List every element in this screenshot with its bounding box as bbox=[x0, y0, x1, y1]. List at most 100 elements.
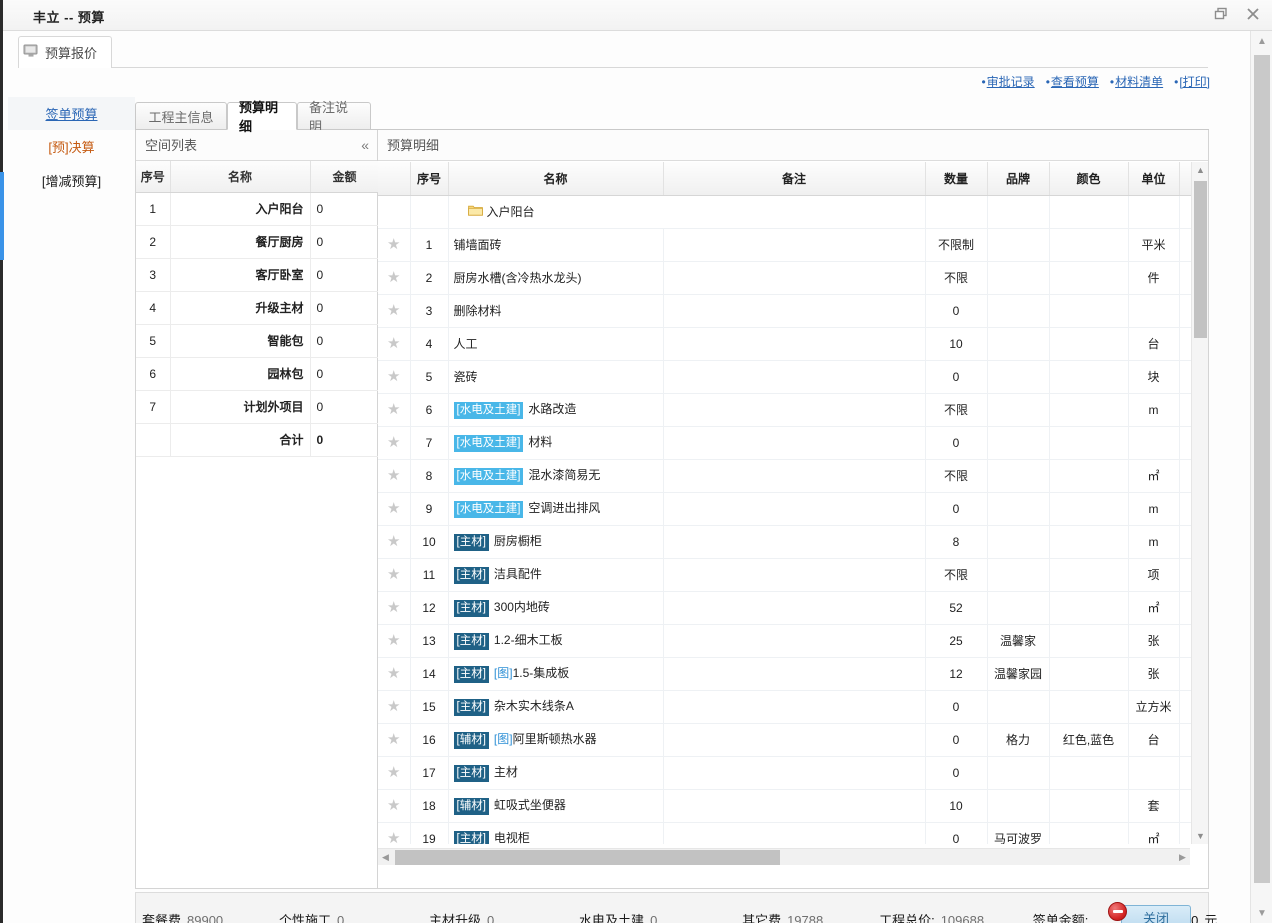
cell-memo bbox=[663, 261, 926, 295]
cell-unit bbox=[1128, 756, 1180, 790]
table-row[interactable]: 5 智能包 0 bbox=[136, 324, 380, 358]
star-icon[interactable]: ★ bbox=[387, 368, 401, 385]
tab-budget-detail[interactable]: 预算明细 bbox=[227, 100, 297, 134]
cell-no: 17 bbox=[410, 756, 449, 790]
vertical-scroll-thumb[interactable] bbox=[1194, 181, 1207, 338]
cell-unit: 台 bbox=[1128, 327, 1180, 361]
table-row[interactable]: 合计 0 bbox=[136, 423, 380, 457]
table-row[interactable]: ★ 1 铺墙面砖 不限制 平米 bbox=[378, 228, 1207, 262]
page-scroll-up-icon[interactable]: ▲ bbox=[1257, 35, 1267, 47]
cell-favorite: ★ bbox=[378, 261, 411, 295]
cell-name: [水电及土建] 混水漆简易无 bbox=[448, 459, 664, 493]
link-material-list[interactable]: 材料清单 bbox=[1110, 73, 1163, 90]
star-icon[interactable]: ★ bbox=[387, 500, 401, 517]
close-icon[interactable] bbox=[1244, 5, 1262, 23]
cell-unit bbox=[1128, 426, 1180, 460]
cell-unit: 套 bbox=[1128, 789, 1180, 823]
star-icon[interactable]: ★ bbox=[387, 302, 401, 319]
scroll-down-icon[interactable]: ▼ bbox=[1196, 831, 1205, 841]
table-row[interactable]: ★ 9 [水电及土建] 空调进出排风 0 m bbox=[378, 492, 1207, 526]
item-name: 删除材料 bbox=[453, 304, 502, 318]
table-row[interactable]: 2 餐厅厨房 0 bbox=[136, 225, 380, 259]
page-tab-budget-quote[interactable]: 预算报价 bbox=[18, 36, 113, 68]
table-row[interactable]: ★ 19 [主材] 电视柜 0 马可波罗 ㎡ bbox=[378, 822, 1207, 844]
sidebar-item-signed-budget[interactable]: 签单预算 bbox=[8, 97, 135, 130]
star-icon[interactable]: ★ bbox=[387, 566, 401, 583]
table-group-row[interactable]: 入户阳台 bbox=[378, 195, 1207, 229]
table-row[interactable]: ★ 6 [水电及土建] 水路改造 不限 m bbox=[378, 393, 1207, 427]
field-value[interactable]: 0 bbox=[1092, 913, 1200, 923]
star-icon[interactable]: ★ bbox=[387, 731, 401, 748]
star-icon[interactable]: ★ bbox=[387, 335, 401, 352]
field-value[interactable]: 0 bbox=[648, 913, 716, 923]
table-row[interactable]: ★ 15 [主材] 杂木实木线条A 0 立方米 bbox=[378, 690, 1207, 724]
field-value[interactable]: 89900 bbox=[185, 913, 253, 923]
page-scroll-thumb[interactable] bbox=[1254, 55, 1270, 883]
table-row[interactable]: ★ 2 厨房水槽(含冷热水龙头) 不限 件 bbox=[378, 261, 1207, 295]
star-icon[interactable]: ★ bbox=[387, 467, 401, 484]
link-approval-records[interactable]: 审批记录 bbox=[981, 73, 1035, 90]
image-tag-link[interactable]: [图] bbox=[493, 732, 513, 747]
cell-name: [水电及土建] 空调进出排风 bbox=[448, 492, 664, 526]
scroll-right-icon[interactable]: ▶ bbox=[1179, 852, 1186, 862]
star-icon[interactable]: ★ bbox=[387, 533, 401, 550]
star-icon[interactable]: ★ bbox=[387, 797, 401, 814]
detail-horizontal-scrollbar[interactable]: ◀ ▶ bbox=[378, 848, 1190, 865]
link-view-budget[interactable]: 查看预算 bbox=[1046, 73, 1099, 90]
item-name: 杂木实木线条A bbox=[493, 699, 574, 714]
table-row[interactable]: ★ 4 人工 10 台 bbox=[378, 327, 1207, 361]
table-row[interactable]: 3 客厅卧室 0 bbox=[136, 258, 380, 292]
star-icon[interactable]: ★ bbox=[387, 764, 401, 781]
field-value[interactable]: 0 bbox=[485, 913, 553, 923]
restore-icon[interactable] bbox=[1212, 5, 1230, 23]
collapse-panel-icon[interactable]: « bbox=[361, 137, 369, 153]
page-scroll-down-icon[interactable]: ▼ bbox=[1257, 907, 1267, 919]
field-value[interactable]: 19788 bbox=[785, 913, 853, 923]
tab-project-main-info[interactable]: 工程主信息 bbox=[135, 102, 227, 130]
table-row[interactable]: ★ 10 [主材] 厨房橱柜 8 m bbox=[378, 525, 1207, 559]
table-row[interactable]: ★ 11 [主材] 洁具配件 不限 项 bbox=[378, 558, 1207, 592]
detail-vertical-scrollbar[interactable]: ▲ ▼ bbox=[1191, 162, 1208, 844]
field-plumbing-electrical-civil: 水电及土建 0 bbox=[579, 910, 716, 923]
field-package-fee: 套餐费 89900 bbox=[142, 910, 253, 923]
star-icon[interactable]: ★ bbox=[387, 434, 401, 451]
field-other-fee: 其它费 19788 bbox=[742, 910, 853, 923]
table-row[interactable]: ★ 16 [辅材] [图]阿里斯顿热水器 0 格力 红色,蓝色台 bbox=[378, 723, 1207, 757]
cell-name: [水电及土建] 水路改造 bbox=[448, 393, 664, 427]
horizontal-scroll-thumb[interactable] bbox=[395, 850, 780, 865]
table-row[interactable]: ★ 8 [水电及土建] 混水漆简易无 不限 ㎡ bbox=[378, 459, 1207, 493]
sidebar-item-adjust-budget[interactable]: [增减预算] bbox=[8, 164, 135, 197]
close-button[interactable]: 关闭 bbox=[1121, 905, 1191, 923]
table-row[interactable]: ★ 7 [水电及土建] 材料 0 bbox=[378, 426, 1207, 460]
category-badge: [水电及土建] bbox=[453, 500, 524, 518]
star-icon[interactable]: ★ bbox=[387, 830, 401, 844]
table-row[interactable]: 4 升级主材 0 bbox=[136, 291, 380, 325]
cell-no: 19 bbox=[410, 822, 449, 844]
tab-remarks[interactable]: 备注说明 bbox=[297, 100, 371, 134]
image-tag-link[interactable]: [图] bbox=[493, 666, 513, 681]
field-value[interactable]: 109688 bbox=[939, 913, 1007, 923]
table-row[interactable]: 6 园林包 0 bbox=[136, 357, 380, 391]
scroll-left-icon[interactable]: ◀ bbox=[382, 852, 389, 862]
table-row[interactable]: ★ 14 [主材] [图]1.5-集成板 12 温馨家园 张 bbox=[378, 657, 1207, 691]
table-row[interactable]: ★ 17 [主材] 主材 0 bbox=[378, 756, 1207, 790]
star-icon[interactable]: ★ bbox=[387, 236, 401, 253]
scroll-up-icon[interactable]: ▲ bbox=[1196, 165, 1205, 175]
table-row[interactable]: ★ 18 [辅材] 虹吸式坐便器 10 套 bbox=[378, 789, 1207, 823]
table-row[interactable]: 1 入户阳台 0 bbox=[136, 192, 380, 226]
field-value[interactable]: 0 bbox=[335, 913, 403, 923]
table-row[interactable]: ★ 3 删除材料 0 bbox=[378, 294, 1207, 328]
sidebar-item-pre-final[interactable]: [预]决算 bbox=[8, 130, 135, 163]
star-icon[interactable]: ★ bbox=[387, 599, 401, 616]
table-row[interactable]: ★ 13 [主材] 1.2-细木工板 25 温馨家 张 bbox=[378, 624, 1207, 658]
star-icon[interactable]: ★ bbox=[387, 665, 401, 682]
table-row[interactable]: 7 计划外项目 0 bbox=[136, 390, 380, 424]
table-row[interactable]: ★ 5 瓷砖 0 块 bbox=[378, 360, 1207, 394]
star-icon[interactable]: ★ bbox=[387, 632, 401, 649]
page-vertical-scrollbar[interactable]: ▲ ▼ bbox=[1250, 31, 1272, 923]
table-row[interactable]: ★ 12 [主材] 300内地砖 52 ㎡ bbox=[378, 591, 1207, 625]
star-icon[interactable]: ★ bbox=[387, 698, 401, 715]
link-print[interactable]: [打印] bbox=[1174, 73, 1210, 90]
star-icon[interactable]: ★ bbox=[387, 269, 401, 286]
star-icon[interactable]: ★ bbox=[387, 401, 401, 418]
